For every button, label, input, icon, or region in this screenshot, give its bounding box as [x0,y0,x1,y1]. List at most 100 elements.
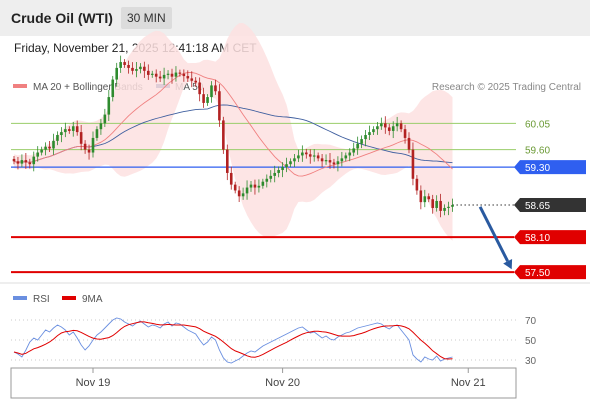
candle-body [423,196,427,203]
candle-body [249,184,253,188]
candle-body [190,78,194,81]
candle-body [111,79,115,98]
candle-body [99,123,103,130]
level-lines-layer [11,122,516,274]
rsi-legend-label: RSI [33,294,50,305]
candle-body [107,97,111,115]
candle-body [257,185,261,188]
timeframe-button[interactable]: 30 MIN [121,7,172,29]
candle-body [143,66,146,71]
level-tag-label: 57.50 [525,268,550,279]
level-tag [514,230,586,245]
level-tag [514,198,586,213]
level-tag [514,160,586,175]
candle-body [253,184,257,188]
bollinger-band-layer [14,23,453,241]
rsi-tick-label: 50 [525,336,537,347]
ma9-legend-swatch [62,296,76,300]
candle-body [368,132,371,136]
candle-body [147,70,150,75]
candle-body [233,184,237,191]
projection-arrow-shaft [478,206,509,262]
candle-body [83,143,87,150]
candle-body [301,152,304,156]
rsi-line [13,317,453,364]
candle-body [372,129,375,133]
ma9-legend-label: 9MA [82,294,103,305]
candle-body [158,76,162,79]
level-tag-label: 58.65 [525,201,550,212]
candle-body [60,132,63,136]
candle-body [166,73,170,75]
candle-body [427,196,431,200]
level-labels-layer: 60.05 59.60 59.30 58.65 58.10 57.50 [514,119,586,280]
candle-body [332,162,336,165]
candles-layer [12,55,454,218]
candle-body [139,66,142,70]
candle-body [269,175,273,179]
candle-body [162,74,166,79]
candle-body [24,160,28,163]
candle-body [131,67,134,71]
candle-body [407,137,411,150]
candle-body [328,160,332,163]
time-axis-frame [10,367,517,399]
candle-body [32,156,36,165]
candle-body [415,178,419,191]
candle-body [336,161,340,165]
candle-body [376,126,379,130]
candle-body [52,140,55,149]
candle-body [285,164,288,168]
candle-body [443,207,446,211]
candle-body [44,146,47,150]
bollinger-band [14,23,453,241]
candle-body [202,94,205,103]
candle-body [360,139,363,144]
candle-body [119,62,122,68]
candle-body [293,158,296,162]
candle-body [265,178,269,182]
candle-body [64,129,67,133]
candle-body [198,82,201,95]
candle-body [123,62,126,65]
candle-body [403,129,407,138]
time-tick-label: Nov 20 [265,377,300,389]
candle-body [419,190,423,203]
candle-body [340,158,344,162]
candle-body [439,200,442,211]
candle-body [431,199,434,208]
candle-body [28,162,32,165]
candle-body [186,76,190,79]
projection-arrow-head [503,258,513,270]
candle-body [222,120,225,150]
candle-body [395,123,399,127]
time-axis: Nov 19 Nov 20 Nov 21 [76,368,486,389]
candle-body [399,123,403,130]
candle-body [297,155,300,159]
candle-body [91,137,95,153]
candle-body [103,114,107,124]
level-label: 60.05 [525,119,550,130]
candle-body [229,172,233,185]
candle-body [135,69,138,71]
candle-body [214,85,217,92]
candle-body [75,126,79,133]
candle-body [391,126,395,131]
ma20-legend-label: MA 20 + Bollinger Bands [33,82,143,93]
chart-header: Crude Oil (WTI) 30 MIN [0,0,590,36]
candle-body [48,146,51,149]
candle-body [226,149,229,173]
candle-body [384,123,387,128]
candle-body [316,155,320,159]
candle-body [356,143,359,149]
candle-body [352,148,355,153]
rsi-legend-swatch [13,296,27,300]
candle-body [281,167,284,171]
candle-body [150,73,154,75]
candle-body [16,161,20,164]
rsi-ma9-line [13,321,453,360]
projection-arrow-layer [478,206,513,270]
candle-body [237,190,241,197]
rsi-tick-label: 70 [525,316,537,327]
